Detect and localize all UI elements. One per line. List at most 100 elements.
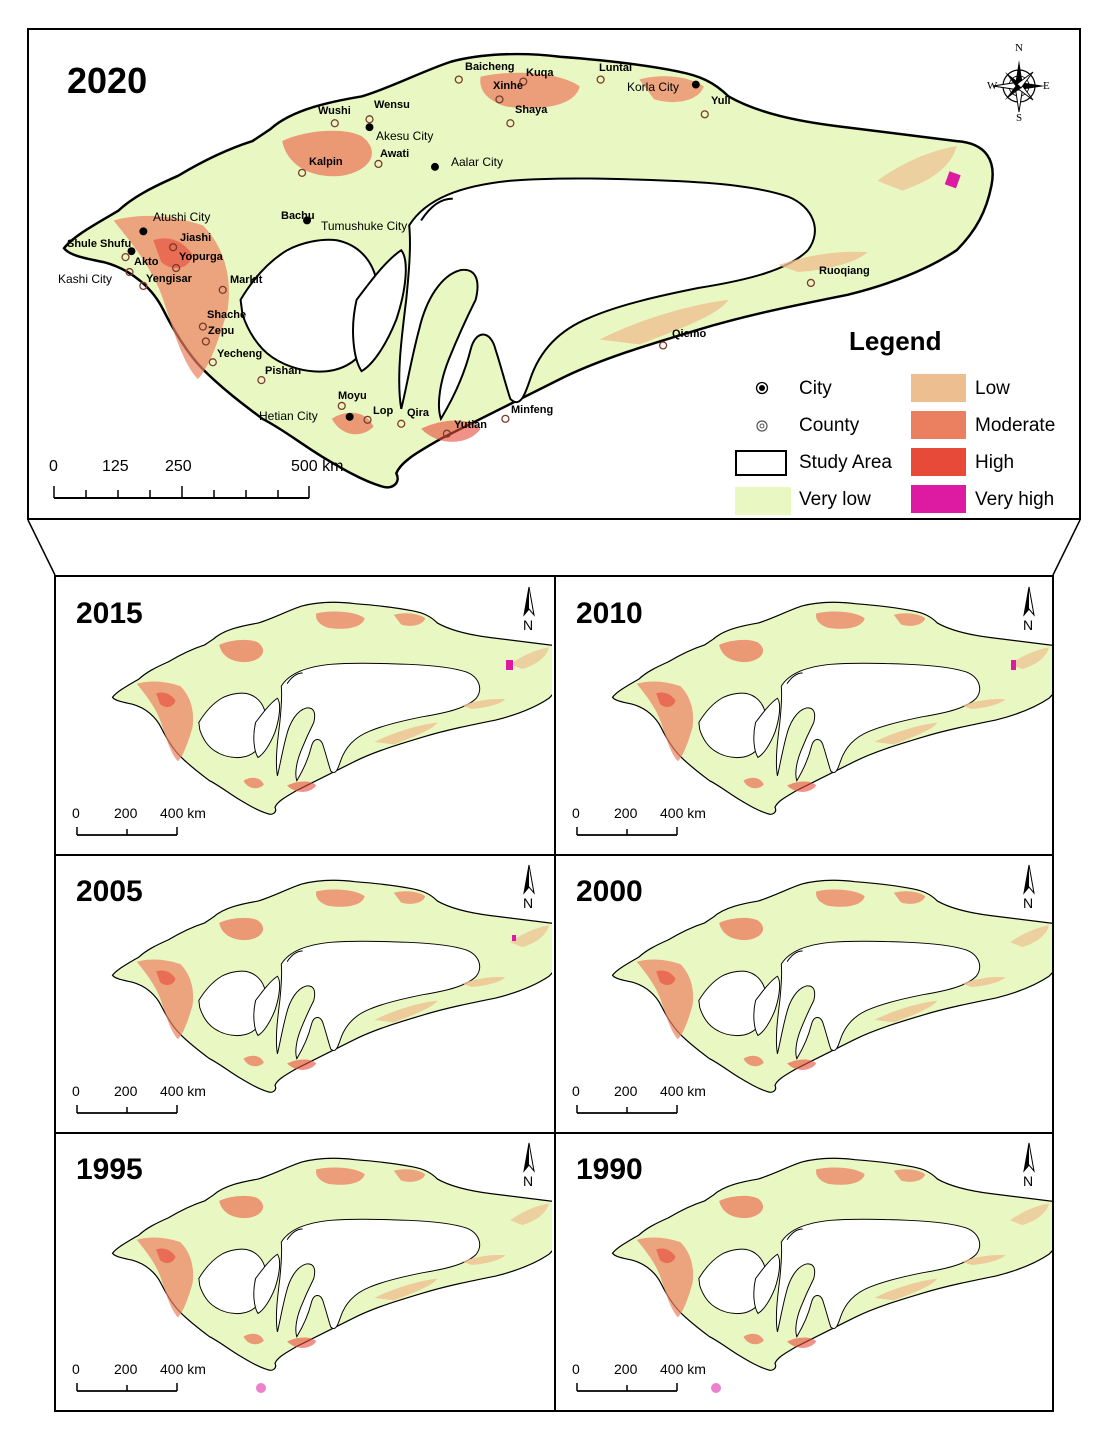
north-label: N — [1023, 1173, 1034, 1189]
scale-bar: 0 200 400 km — [72, 805, 212, 841]
county-label: Yengisar — [146, 273, 192, 285]
scale-tick-label: 0 — [572, 1361, 580, 1377]
scale-tick-label: 400 km — [160, 805, 206, 821]
compass-e: E — [1043, 80, 1050, 92]
north-arrow-icon: N — [1018, 585, 1040, 635]
city-label: Hetian City — [259, 409, 318, 423]
compass-n: N — [1015, 42, 1023, 54]
moderate-swatch — [911, 411, 966, 439]
scale-tick-label: 125 — [102, 458, 129, 475]
very-high-patch — [256, 1383, 266, 1393]
city-label: Tumushuke City — [321, 219, 408, 233]
very-low-swatch — [735, 487, 791, 515]
scale-tick-label: 200 — [114, 1361, 138, 1377]
county-symbol-icon — [755, 419, 769, 433]
scale-tick-label: 400 km — [660, 1083, 706, 1099]
scale-tick-label: 400 km — [660, 1361, 706, 1377]
county-label: Ruoqiang — [819, 265, 870, 277]
year-map-canvas — [611, 1157, 1068, 1393]
scale-bar: 0 200 400 km — [572, 805, 712, 841]
scale-tick-label: 400 km — [160, 1083, 206, 1099]
year-map-panel: 2000 N 0 200 400 km — [556, 855, 1068, 1130]
county-label: Moyu — [338, 390, 367, 402]
north-arrow-icon: N — [1018, 863, 1040, 913]
city-symbol-icon — [755, 381, 769, 395]
legend-title: Legend — [849, 326, 942, 356]
county-label: Shufu — [100, 238, 132, 250]
north-arrow-icon: N — [518, 1141, 540, 1191]
county-label: Kalpin — [309, 156, 343, 168]
county-label: Baicheng — [465, 61, 515, 73]
county-label: Qiemo — [672, 328, 707, 340]
scale-tick-label: 500 km — [291, 458, 344, 475]
north-arrow-icon: N — [1018, 1141, 1040, 1191]
county-label: Akto — [134, 256, 159, 268]
legend-label-very-high: Very high — [975, 489, 1055, 510]
north-label: N — [523, 895, 534, 911]
county-label: Bachu — [281, 210, 315, 222]
scale-tick-label: 0 — [72, 1083, 80, 1099]
year-map-canvas — [111, 879, 568, 1093]
city-markers — [127, 80, 700, 421]
legend-label-study-area: Study Area — [799, 452, 892, 473]
panel-year-label: 1995 — [76, 1153, 143, 1186]
grid-divider — [554, 577, 556, 1410]
county-label: Kuqa — [526, 67, 554, 79]
low-swatch — [911, 374, 966, 402]
north-arrow-icon: N — [518, 585, 540, 635]
north-label: N — [523, 617, 534, 633]
scale-bar: 0 200 400 km — [572, 1361, 712, 1397]
legend-label-county: County — [799, 415, 860, 436]
scale-tick-label: 0 — [72, 1361, 80, 1377]
legend-label-high: High — [975, 452, 1015, 473]
county-label: Lop — [373, 405, 394, 417]
year-map-panel: 2005 N 0 200 400 km — [56, 855, 568, 1130]
small-maps-grid — [54, 575, 1054, 1412]
county-label: Awati — [380, 148, 410, 160]
panel-year-label: 2015 — [76, 597, 143, 630]
county-label: Yecheng — [217, 348, 263, 360]
panel-year-label: 2005 — [76, 875, 143, 908]
year-map-canvas — [611, 601, 1068, 815]
city-label: Korla City — [627, 80, 680, 94]
county-markers — [121, 75, 816, 438]
scale-tick-label: 400 km — [160, 1361, 206, 1377]
compass-rose: N S W E — [987, 42, 1051, 126]
year-map-canvas — [111, 1157, 568, 1393]
county-label: Yuli — [711, 95, 731, 107]
scale-tick-label: 0 — [572, 1083, 580, 1099]
scale-tick-label: 0 — [49, 458, 58, 475]
very-high-patch — [512, 935, 516, 941]
north-arrow-icon: N — [518, 863, 540, 913]
county-label: Yutian — [454, 419, 488, 431]
compass-s: S — [1016, 112, 1023, 124]
year-map-panel: 2015 N 0 200 400 km — [56, 577, 568, 852]
legend: City County Study Area Very low Low Mode… — [729, 374, 1079, 518]
scale-bar: 0 200 400 km — [72, 1361, 212, 1397]
year-map-canvas — [111, 601, 568, 815]
grid-divider — [56, 1132, 1052, 1134]
county-label: Minfeng — [511, 404, 554, 416]
study-area-swatch — [735, 450, 787, 476]
very-high-patch — [506, 660, 513, 670]
scale-tick-label: 400 km — [660, 805, 706, 821]
year-map-panel: 1995 N 0 200 400 km — [56, 1133, 568, 1408]
main-map-panel: 2020 Akesu City Aalar City Atushi City T… — [27, 28, 1081, 520]
county-label: Shache — [207, 309, 247, 321]
scale-bar: 0 200 400 km — [572, 1083, 712, 1119]
north-label: N — [523, 1173, 534, 1189]
legend-label-city: City — [799, 378, 832, 399]
main-map-canvas — [62, 52, 994, 489]
county-label: Wensu — [374, 99, 410, 111]
north-label: N — [1023, 895, 1034, 911]
county-label: Wushi — [318, 105, 351, 117]
very-high-patch — [711, 1383, 721, 1393]
county-label: Xinhe — [493, 80, 523, 92]
county-label: Luntai — [599, 62, 632, 74]
panel-year-label: 2010 — [576, 597, 643, 630]
scale-tick-label: 200 — [114, 805, 138, 821]
panel-year-label: 2000 — [576, 875, 643, 908]
city-label: Kashi City — [58, 272, 113, 286]
scale-tick-label: 200 — [114, 1083, 138, 1099]
city-label: Akesu City — [376, 129, 434, 143]
